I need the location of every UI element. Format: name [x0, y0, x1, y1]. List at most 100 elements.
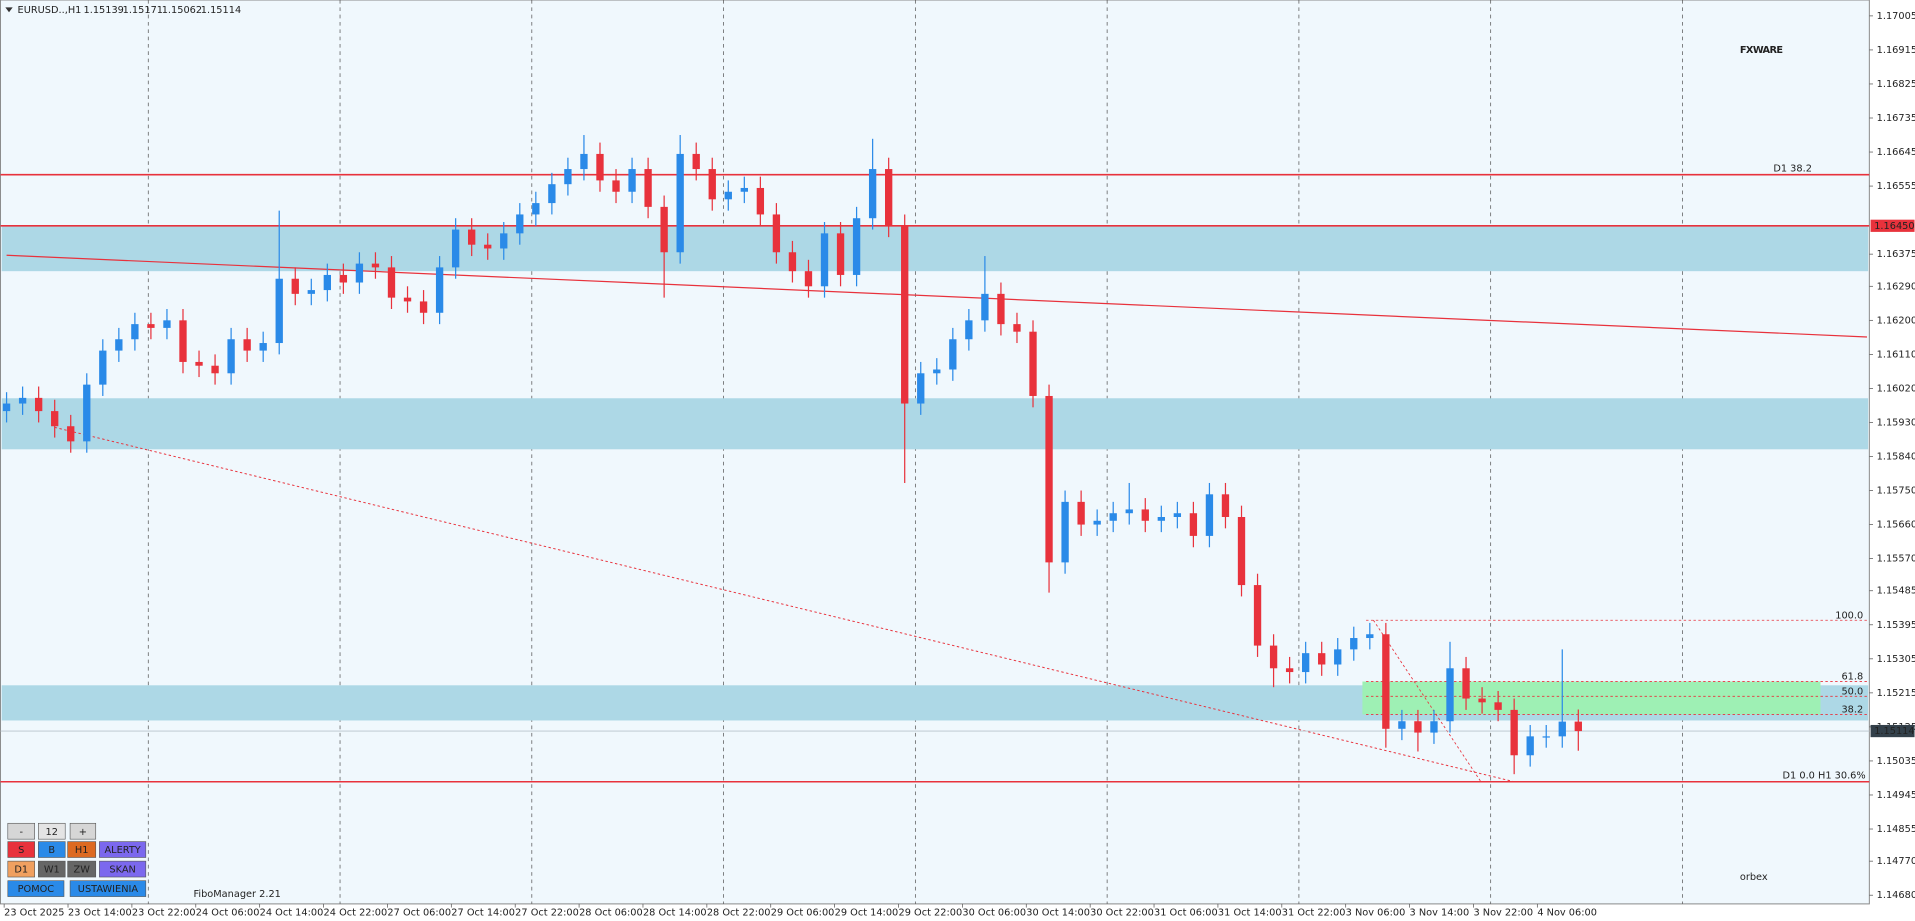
- candle-body: [804, 271, 813, 287]
- button-label[interactable]: S: [18, 845, 24, 856]
- button[interactable]: [99, 860, 147, 878]
- x-tick-label: 28 Oct 14:00: [643, 907, 707, 918]
- y-tick-label: 1.14680: [1877, 890, 1915, 901]
- candle-body: [1253, 585, 1262, 646]
- button-label[interactable]: B: [48, 845, 55, 856]
- button-label[interactable]: ZW: [74, 865, 91, 876]
- button[interactable]: [69, 880, 147, 897]
- button[interactable]: [99, 841, 147, 858]
- button-label[interactable]: -: [19, 827, 23, 838]
- x-tick-label: 3 Nov 14:00: [1410, 907, 1470, 918]
- fibo-label: 50.0: [1841, 686, 1863, 697]
- candle-body: [1526, 736, 1534, 756]
- candle-body: [981, 293, 989, 321]
- button[interactable]: [38, 822, 66, 840]
- candle-body: [676, 153, 684, 253]
- y-tick-label: 1.15840: [1877, 451, 1915, 462]
- button-label[interactable]: SKAN: [109, 865, 135, 876]
- trendline: [54, 426, 1515, 783]
- x-tick-label: 23 Oct 2025: [4, 907, 64, 918]
- zone: [1, 225, 1869, 272]
- x-tick-label: 29 Oct 06:00: [771, 907, 835, 918]
- trendline: [6, 254, 1868, 338]
- candle-body: [115, 339, 123, 351]
- candle-body: [243, 339, 251, 351]
- candle-body: [1141, 509, 1149, 521]
- button-label[interactable]: H1: [75, 845, 89, 856]
- y-tick-label: 1.16110: [1877, 349, 1915, 360]
- y-tick-label: 1.16555: [1877, 181, 1915, 192]
- button-label[interactable]: W1: [44, 865, 60, 876]
- candle-body: [868, 169, 877, 219]
- button[interactable]: [69, 822, 97, 840]
- candle-body: [997, 293, 1005, 325]
- candle-body: [500, 233, 508, 249]
- candle-body: [836, 233, 845, 275]
- candle-body: [1125, 509, 1133, 514]
- candle-body: [484, 244, 492, 249]
- button[interactable]: [7, 860, 35, 878]
- candle-body: [644, 169, 652, 207]
- candle-body: [756, 187, 765, 215]
- y-tick-label: 1.16735: [1877, 113, 1915, 124]
- candle-body: [628, 169, 636, 192]
- x-tick-label: 30 Oct 14:00: [1026, 907, 1090, 918]
- candle-body: [580, 153, 588, 170]
- button-label[interactable]: +: [79, 827, 87, 838]
- button-label[interactable]: 12: [46, 827, 58, 838]
- candle-body: [227, 339, 235, 374]
- button-label[interactable]: USTAWIENIA: [78, 884, 139, 895]
- button-label[interactable]: ALERTY: [104, 845, 140, 856]
- logo-bottom: orbex: [1740, 872, 1768, 883]
- header-ohlc: 1.15171: [123, 5, 163, 16]
- candle-body: [1430, 721, 1438, 733]
- x-tick-label: 30 Oct 06:00: [962, 907, 1026, 918]
- candle-body: [51, 411, 59, 427]
- x-tick-label: 29 Oct 14:00: [835, 907, 899, 918]
- button-label[interactable]: POMOC: [18, 884, 55, 895]
- button-label[interactable]: D1: [14, 865, 28, 876]
- candle-body: [1542, 736, 1550, 738]
- button[interactable]: [67, 841, 97, 858]
- candle-body: [965, 320, 973, 340]
- candle-body: [852, 218, 861, 275]
- candle-body: [387, 267, 396, 298]
- candle-body: [1334, 649, 1342, 665]
- button[interactable]: [38, 860, 66, 878]
- button[interactable]: [7, 822, 35, 840]
- candle-body: [211, 365, 219, 374]
- y-tick-label: 1.16020: [1877, 383, 1915, 394]
- x-tick-label: 28 Oct 06:00: [579, 907, 643, 918]
- candle-body: [403, 297, 412, 302]
- y-tick-label: 1.15215: [1877, 688, 1915, 699]
- menu-triangle: [5, 7, 13, 13]
- x-tick-label: 27 Oct 22:00: [515, 907, 579, 918]
- candle-body: [1013, 324, 1021, 332]
- header-ohlc: 1.15062: [162, 5, 202, 16]
- x-tick-label: 27 Oct 06:00: [387, 907, 451, 918]
- y-tick-label: 1.14855: [1877, 824, 1915, 835]
- candle-body: [195, 361, 203, 366]
- y-tick-label: 1.16290: [1877, 281, 1915, 292]
- candle-body: [1382, 634, 1390, 729]
- price-tag: [1870, 219, 1915, 232]
- button[interactable]: [7, 880, 65, 897]
- fibo-label: 100.0: [1835, 610, 1863, 621]
- candle-body: [564, 169, 572, 185]
- y-tick-label: 1.14770: [1877, 856, 1915, 867]
- button[interactable]: [38, 841, 66, 858]
- x-tick-label: 31 Oct 06:00: [1154, 907, 1218, 918]
- y-tick-label: 1.15035: [1877, 756, 1915, 767]
- logo-top: FXWARE: [1740, 45, 1783, 56]
- candle-body: [949, 339, 957, 370]
- candle-body: [917, 373, 925, 404]
- y-tick-label: 1.16915: [1877, 45, 1915, 56]
- y-tick-label: 1.16825: [1877, 79, 1915, 90]
- candle-body: [933, 369, 941, 374]
- button[interactable]: [67, 860, 97, 878]
- candle-body: [34, 397, 43, 412]
- candle-body: [740, 187, 748, 192]
- button[interactable]: [7, 841, 35, 858]
- candle-body: [532, 203, 540, 215]
- candle-body: [1318, 653, 1326, 665]
